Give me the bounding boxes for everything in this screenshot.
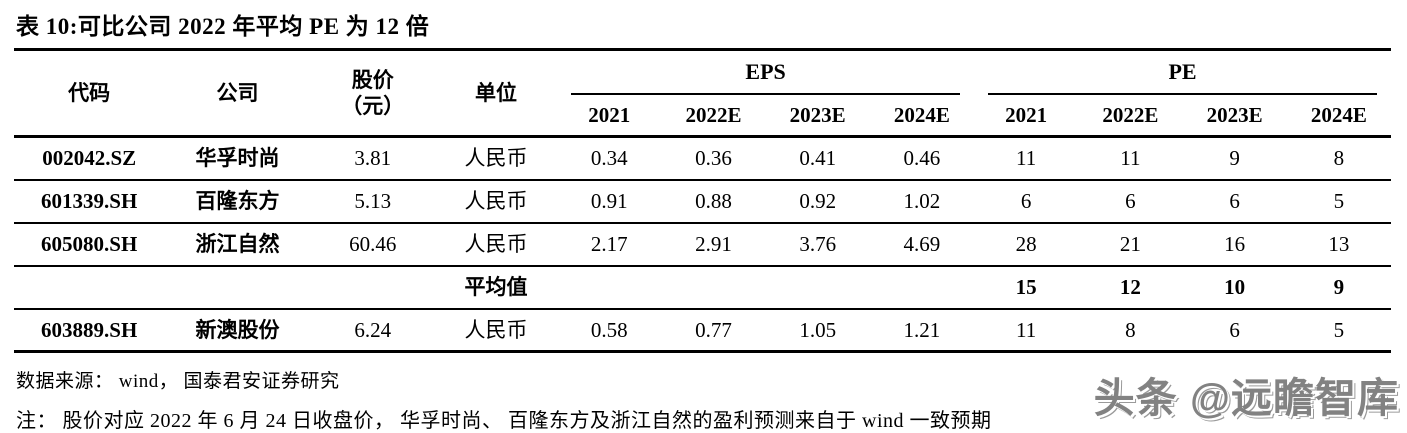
pe-comparison-table: 代码 公司 股价 （元） 单位 EPS PE 2021 2022E: [14, 48, 1391, 354]
cell-pe-2021: 11: [1016, 317, 1037, 342]
header-company: 公司: [216, 81, 259, 106]
cell-eps-2022e: 2.91: [695, 232, 732, 257]
cell-eps-2024e: 1.02: [903, 189, 941, 214]
header-group-pe: PE: [974, 50, 1391, 96]
table-row-bailong: 601339.SH 百隆东方 5.13 人民币 0.91 0.88 0.92 1…: [14, 179, 1391, 223]
cell-unit: 人民币: [464, 189, 528, 214]
header-group-eps: EPS: [557, 50, 974, 96]
cell-company: 百隆东方: [195, 189, 280, 214]
header-eps-year-2023e: 2023E: [789, 103, 846, 128]
table-header: 代码 公司 股价 （元） 单位 EPS PE 2021 2022E: [14, 50, 1391, 137]
cell-pe-2023e: 16: [1224, 232, 1246, 257]
cell-pe-2022e: 21: [1119, 232, 1141, 257]
table-title: 表 10:可比公司 2022 年平均 PE 为 12 倍: [16, 14, 430, 39]
cell-pe-2021: 15: [1015, 275, 1037, 300]
cell-eps-2021: 0.34: [590, 146, 628, 171]
cell-code: 002042.SZ: [42, 146, 137, 171]
cell-pe-2024e: 5: [1333, 189, 1345, 214]
header-pe-year-2023e: 2023E: [1206, 103, 1263, 128]
cell-pe-2023e: 6: [1229, 317, 1240, 342]
table-row-zhejiang: 605080.SH 浙江自然 60.46 人民币 2.17 2.91 3.76 …: [14, 222, 1391, 266]
cell-eps-2023e: 0.41: [799, 146, 837, 171]
cell-pe-2024e: 13: [1328, 232, 1350, 257]
cell-company: 新澳股份: [195, 317, 280, 342]
table-row-average: 平均值 15 12 10 9: [14, 265, 1391, 309]
cell-code: 601339.SH: [41, 189, 138, 214]
cell-pe-2024e: 9: [1333, 275, 1345, 300]
cell-company: 华孚时尚: [195, 146, 280, 171]
header-price: 股价 （元）: [311, 50, 435, 137]
cell-eps-2021: 0.91: [590, 189, 628, 214]
pe-group-label: PE: [988, 51, 1377, 96]
cell-pe-2023e: 10: [1224, 275, 1246, 300]
header-pe-year-2024e: 2024E: [1310, 103, 1367, 128]
cell-price: 60.46: [349, 232, 397, 257]
cell-pe-2022e: 12: [1119, 275, 1141, 300]
header-unit: 单位: [475, 81, 518, 106]
cell-eps-2024e: 4.69: [903, 232, 941, 257]
cell-pe-2021: 6: [1020, 189, 1032, 214]
cell-price: 5.13: [354, 189, 392, 214]
cell-company: 浙江自然: [195, 232, 280, 257]
average-label: 平均值: [464, 275, 528, 300]
cell-eps-2022e: 0.36: [695, 146, 732, 171]
cell-unit: 人民币: [464, 232, 528, 257]
data-source-line: 数据来源： wind， 国泰君安证券研究: [16, 371, 340, 393]
cell-unit: 人民币: [464, 146, 528, 171]
header-price-line2: （元）: [341, 94, 405, 119]
cell-price: 6.24: [354, 317, 392, 342]
cell-eps-2023e: 1.05: [799, 317, 837, 342]
cell-eps-2021: 2.17: [590, 232, 628, 257]
header-pe-year-2022e: 2022E: [1102, 103, 1159, 128]
cell-eps-2022e: 0.88: [695, 189, 732, 214]
cell-company: [164, 266, 310, 309]
cell-eps-2023e: 0.92: [799, 189, 837, 214]
header-code: 代码: [68, 81, 111, 106]
eps-group-label: EPS: [571, 51, 961, 96]
cell-eps-2023e: 3.76: [799, 232, 837, 257]
cell-eps-2022e: [661, 266, 765, 309]
table-row-xinao: 603889.SH 新澳股份 6.24 人民币 0.58 0.77 1.05 1…: [14, 308, 1391, 352]
cell-eps-2022e: 0.77: [695, 317, 732, 342]
cell-pe-2024e: 8: [1333, 146, 1345, 171]
cell-pe-2024e: 5: [1333, 317, 1345, 342]
cell-pe-2022e: 8: [1125, 317, 1136, 342]
cell-code: [14, 266, 164, 309]
cell-pe-2023e: 6: [1229, 189, 1240, 214]
cell-pe-2023e: 9: [1229, 146, 1240, 171]
cell-eps-2024e: 1.21: [903, 317, 941, 342]
cell-unit: 人民币: [464, 317, 528, 342]
cell-pe-2021: 11: [1016, 146, 1037, 171]
cell-pe-2021: 28: [1015, 232, 1037, 257]
cell-pe-2022e: 6: [1125, 189, 1136, 214]
header-eps-year-2024e: 2024E: [893, 103, 950, 128]
cell-code: 605080.SH: [41, 232, 138, 257]
header-price-line1: 股价: [351, 67, 394, 92]
table-row-huafu: 002042.SZ 华孚时尚 3.81 人民币 0.34 0.36 0.41 0…: [14, 137, 1391, 180]
cell-price: [311, 266, 435, 309]
header-eps-year-2021: 2021: [588, 103, 631, 128]
cell-eps-2023e: [766, 266, 870, 309]
header-eps-year-2022e: 2022E: [685, 103, 742, 128]
toutiao-watermark: 头条 @远瞻智库: [1093, 375, 1399, 421]
cell-eps-2024e: [870, 266, 974, 309]
cell-eps-2021: [557, 266, 661, 309]
cell-eps-2024e: 0.46: [903, 146, 941, 171]
cell-price: 3.81: [354, 146, 392, 171]
cell-eps-2021: 0.58: [590, 317, 628, 342]
cell-code: 603889.SH: [41, 317, 138, 342]
header-pe-year-2021: 2021: [1005, 103, 1048, 128]
cell-pe-2022e: 11: [1120, 146, 1141, 171]
